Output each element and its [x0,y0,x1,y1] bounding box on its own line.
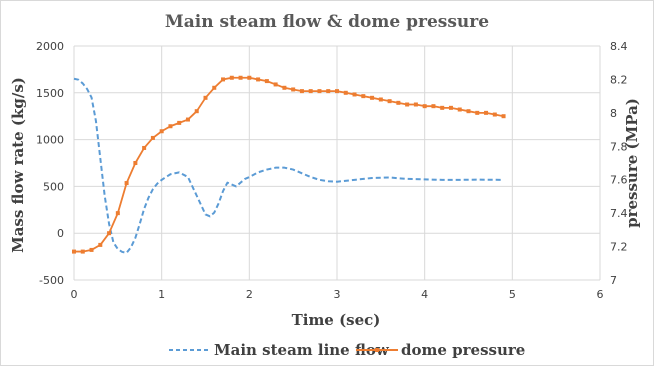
y2-tick-label: 8 [610,107,617,120]
y-tick-label: -500 [39,274,64,287]
dome-pressure-point [422,104,427,109]
dome-pressure-point [159,129,164,134]
x-tick-label: 2 [246,288,253,301]
dome-pressure-point [124,181,129,186]
dome-pressure-point [448,105,453,110]
grid-layer [73,45,601,281]
legend-flow-label: Main steam line flow [214,341,390,359]
x-tick-label: 3 [334,288,341,301]
dome-pressure-point [317,89,322,94]
dome-pressure-point [256,77,261,82]
dome-pressure-point [492,112,497,117]
dome-pressure-point [72,249,76,254]
y-tick-label: 500 [43,180,64,193]
dome-pressure-point [308,89,313,94]
dome-pressure-point [185,117,190,122]
dome-pressure-point [466,109,471,114]
x-tick-label: 0 [71,288,78,301]
dome-pressure-point [361,94,366,99]
series-dome-pressure [74,76,504,253]
dome-pressure-point [107,231,112,236]
dome-pressure-point [194,109,199,114]
chart-title: Main steam flow & dome pressure [165,12,489,32]
dome-pressure-point [89,247,94,252]
dome-pressure-point [142,145,147,150]
y2-tick-label: 8.2 [610,73,628,86]
x-axis-title: Time (sec) [292,311,381,329]
dome-pressure-point [291,87,296,92]
y2-tick-label: 7.8 [610,140,628,153]
y-tick-label: 2000 [36,40,64,53]
dome-pressure-point [475,110,480,115]
dome-pressure-point [133,161,138,165]
y2-tick-label: 8.4 [610,40,628,53]
dome-pressure-point [221,77,226,82]
legend: Main steam line flow dome pressure [169,341,525,359]
y-tick-label: 0 [57,227,64,240]
dome-pressure-point [177,120,182,125]
y2-tick-label: 7.2 [610,241,628,254]
y-tick-label: 1500 [36,87,64,100]
dome-pressure-point [264,79,269,84]
dome-pressure-point [299,89,304,94]
dome-pressure-point [238,75,243,80]
dome-pressure-point [370,95,375,100]
dome-pressure-point [203,95,208,100]
x-tick-label: 4 [421,288,428,301]
dome-pressure-point [396,100,401,105]
dome-pressure-point [273,82,278,87]
dome-pressure-point [282,85,287,90]
dome-pressure-point [457,107,462,112]
y2-tick-label: 7 [610,274,617,287]
dome-pressure-point [484,110,489,115]
y2-tick-label: 7.4 [610,207,628,220]
dome-pressure-point [431,104,436,109]
dome-pressure-point [387,99,392,104]
x-tick-label: 5 [509,288,516,301]
dome-pressure-point [343,90,348,95]
dome-pressure-point [115,211,120,216]
dome-pressure-point [326,89,331,94]
dome-pressure-point [378,97,383,102]
dome-pressure-point [168,124,173,129]
dome-pressure-point [212,85,217,90]
axis-layer: -500 0 500 1000 1500 2000 7 7.2 7.4 7.6 7.8 8 8.2 8.4… [36,40,628,301]
y-tick-label: 1000 [36,134,64,147]
dome-pressure-point [150,135,155,140]
dome-pressure-point [98,242,103,247]
series-layer [72,75,506,254]
series-main-steam-line-flow [73,77,504,254]
dome-pressure-point [335,89,339,94]
dome-pressure-point [229,75,234,80]
y2-axis-title: pressure (MPa) [623,98,641,228]
y-axis-title: Mass flow rate (kg/s) [9,77,27,253]
x-tick-label: 6 [597,288,604,301]
dome-pressure-point [352,92,357,97]
legend-pressure-label: dome pressure [401,341,525,359]
dome-pressure-point [405,102,410,107]
dome-pressure-point [247,75,252,80]
dome-pressure-point [80,249,85,254]
x-tick-label: 1 [158,288,165,301]
dome-pressure-point [440,105,445,110]
dome-pressure-point [413,102,418,107]
legend-pressure-marker [375,348,379,352]
y2-tick-label: 7.6 [610,174,628,187]
dome-pressure-point [501,114,506,119]
